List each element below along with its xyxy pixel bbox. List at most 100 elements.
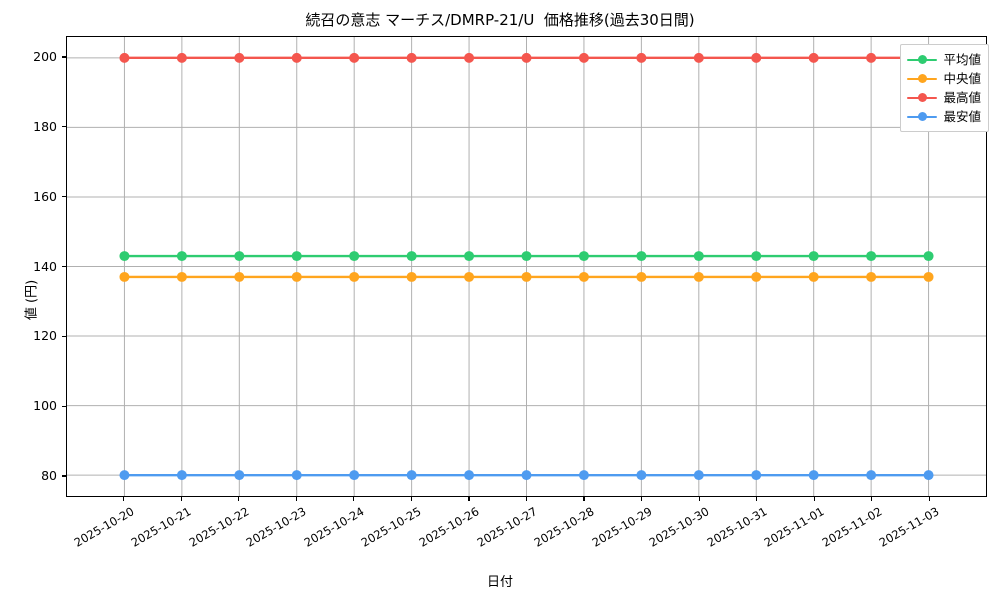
y-tick-mark (62, 196, 66, 198)
y-tick-label: 100 (33, 398, 57, 414)
data-point-marker (521, 271, 532, 282)
legend-swatch-icon (907, 53, 938, 67)
data-point-marker (464, 251, 475, 262)
x-tick-mark (180, 497, 182, 501)
data-point-marker (234, 470, 245, 481)
x-tick-label: 2025-10-22 (186, 504, 252, 550)
data-point-marker (176, 271, 187, 282)
legend-item[interactable]: 中央値 (907, 69, 981, 88)
data-point-marker (176, 470, 187, 481)
data-point-marker (923, 251, 934, 262)
data-point-marker (636, 271, 647, 282)
x-tick-mark (756, 497, 758, 501)
data-point-marker (693, 470, 704, 481)
data-point-marker (234, 52, 245, 63)
y-tick-mark (62, 265, 66, 268)
y-tick-mark (62, 126, 66, 128)
data-point-marker (751, 470, 762, 481)
data-point-marker (291, 251, 302, 262)
legend-item[interactable]: 最安値 (907, 107, 981, 126)
y-tick-label: 180 (33, 118, 57, 134)
y-axis-label: 値 (円) (24, 279, 40, 321)
x-tick-mark (641, 497, 643, 501)
x-tick-label: 2025-10-21 (128, 504, 194, 550)
data-point-marker (176, 52, 187, 63)
y-tick-label: 200 (33, 48, 57, 64)
data-point-marker (751, 271, 762, 282)
legend-label: 最安値 (943, 108, 981, 124)
x-tick-mark (525, 497, 528, 501)
legend-label: 平均値 (943, 51, 981, 67)
data-point-marker (464, 271, 475, 282)
data-point-marker (751, 52, 762, 63)
data-point-marker (808, 470, 819, 481)
plot-area (66, 36, 987, 497)
data-point-marker (866, 470, 877, 481)
y-tick-label: 140 (33, 258, 57, 274)
data-point-marker (119, 470, 130, 481)
data-point-marker (693, 271, 704, 282)
x-tick-mark (928, 497, 931, 501)
x-tick-mark (295, 497, 297, 501)
x-tick-label: 2025-10-24 (301, 504, 367, 550)
legend-swatch-icon (907, 110, 938, 124)
x-tick-mark (813, 497, 815, 501)
chart-title: 続召の意志 マーチス/DMRP-21/U 価格推移(過去30日間) (305, 11, 695, 29)
x-tick-label: 2025-10-30 (646, 504, 712, 550)
data-point-marker (866, 251, 877, 262)
x-tick-label: 2025-10-27 (474, 504, 539, 550)
data-point-marker (119, 271, 130, 282)
data-point-marker (578, 271, 589, 282)
data-point-marker (636, 470, 647, 481)
series-layer (119, 52, 934, 481)
data-point-marker (866, 52, 877, 63)
data-point-marker (636, 251, 647, 262)
legend-label: 最高値 (943, 89, 981, 105)
data-point-marker (119, 251, 130, 262)
data-point-marker (751, 251, 762, 262)
x-tick-label: 2025-10-26 (416, 504, 482, 550)
data-point-marker (291, 470, 302, 481)
data-point-marker (636, 52, 647, 63)
data-point-marker (119, 52, 130, 63)
x-tick-label: 2025-11-03 (877, 504, 942, 550)
data-point-marker (808, 251, 819, 262)
x-tick-mark (698, 497, 700, 501)
y-tick-mark (62, 335, 66, 337)
y-tick-label: 160 (33, 188, 57, 204)
data-point-marker (521, 251, 532, 262)
x-tick-label: 2025-10-20 (71, 504, 137, 550)
data-point-marker (291, 52, 302, 63)
data-point-marker (349, 52, 360, 63)
x-tick-label: 2025-10-29 (589, 504, 655, 550)
x-tick-label: 2025-11-01 (761, 504, 827, 550)
data-point-marker (923, 470, 934, 481)
x-axis-label: 日付 (486, 575, 513, 590)
data-point-marker (464, 52, 475, 63)
x-tick-label: 2025-10-31 (704, 504, 770, 550)
data-point-marker (808, 271, 819, 282)
data-point-marker (464, 470, 475, 481)
x-tick-label: 2025-10-28 (531, 504, 597, 550)
data-point-marker (578, 470, 589, 481)
x-tick-label: 2025-10-23 (243, 504, 309, 550)
x-tick-mark (353, 497, 355, 501)
data-point-marker (693, 52, 704, 63)
data-point-marker (234, 271, 245, 282)
x-tick-label: 2025-11-02 (819, 504, 885, 550)
data-point-marker (349, 251, 360, 262)
legend-swatch-icon (907, 91, 938, 105)
data-point-marker (578, 52, 589, 63)
data-point-marker (349, 271, 360, 282)
legend-item[interactable]: 最高値 (907, 88, 981, 107)
x-tick-mark (583, 497, 585, 501)
data-point-marker (693, 251, 704, 262)
data-point-marker (923, 271, 934, 282)
x-tick-mark (410, 497, 412, 501)
data-point-marker (406, 52, 417, 63)
data-point-marker (291, 271, 302, 282)
x-tick-mark (238, 497, 240, 501)
x-tick-mark (468, 497, 470, 501)
legend-item[interactable]: 平均値 (907, 50, 981, 69)
